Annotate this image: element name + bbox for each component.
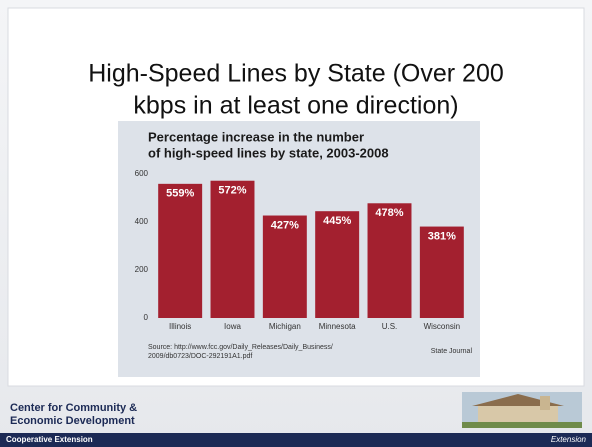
- footer-text: Extension: [551, 435, 587, 444]
- chart-title: Percentage increase in the number: [148, 129, 364, 144]
- bar: [368, 203, 412, 318]
- building-photo: [462, 392, 582, 428]
- x-tick-label: Illinois: [169, 322, 191, 331]
- value-label: 559%: [166, 188, 194, 200]
- bar: [158, 184, 202, 318]
- chart-title: of high-speed lines by state, 2003-2008: [148, 145, 389, 160]
- page: High-Speed Lines by State (Over 200 kbps…: [0, 0, 592, 447]
- value-label: 381%: [428, 230, 456, 242]
- slide-title: kbps in at least one direction): [133, 92, 458, 120]
- credit: State Journal: [431, 348, 473, 355]
- value-label: 427%: [271, 219, 299, 231]
- y-tick-label: 600: [135, 169, 149, 178]
- bar: [315, 211, 359, 318]
- y-tick-label: 0: [144, 313, 149, 322]
- source-note: 2009/db0723/DOC-292191A1.pdf: [148, 353, 252, 360]
- source-note: Source: http://www.fcc.gov/Daily_Release…: [148, 344, 333, 351]
- x-tick-label: Michigan: [269, 322, 301, 331]
- y-tick-label: 400: [135, 217, 149, 226]
- bar: [211, 181, 255, 318]
- x-tick-label: Minnesota: [319, 322, 356, 331]
- value-label: 572%: [218, 185, 246, 197]
- value-label: 478%: [375, 207, 403, 219]
- slide: High-Speed Lines by State (Over 200 kbps…: [0, 0, 592, 447]
- y-tick-label: 200: [135, 265, 149, 274]
- logo: Center for Community & Economic Developm…: [10, 402, 137, 427]
- slide-title: High-Speed Lines by State (Over 200: [88, 60, 504, 88]
- x-tick-label: Wisconsin: [424, 322, 460, 331]
- x-tick-label: U.S.: [382, 322, 398, 331]
- x-tick-label: Iowa: [224, 322, 241, 331]
- logo-text: Economic Development: [10, 415, 135, 427]
- footer-text: Cooperative Extension: [6, 435, 93, 444]
- value-label: 445%: [323, 215, 351, 227]
- logo-text: Center for Community &: [10, 402, 137, 414]
